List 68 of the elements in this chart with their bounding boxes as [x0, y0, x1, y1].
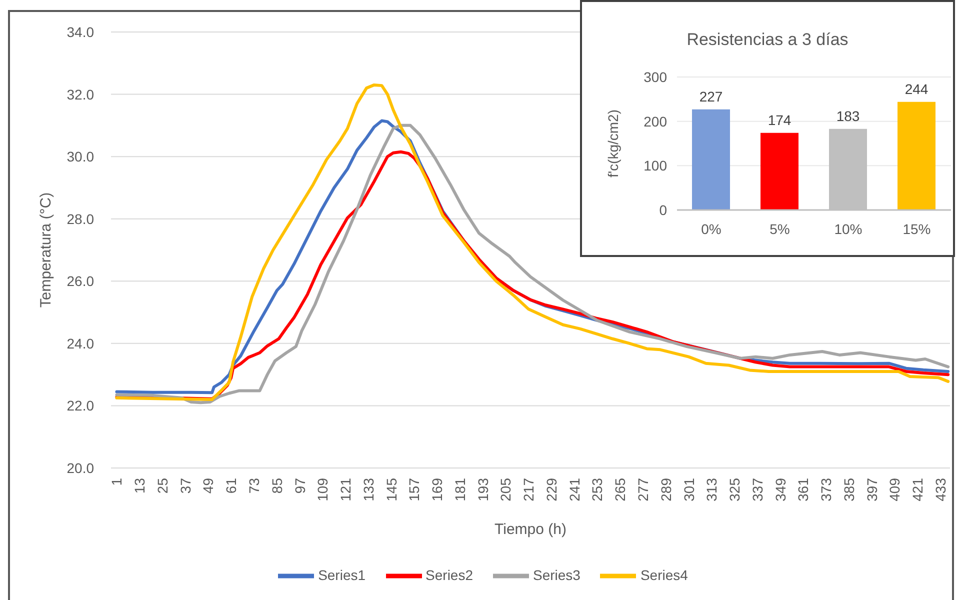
- y-tick-label: 32.0: [66, 86, 94, 102]
- legend-label: Series3: [533, 566, 580, 583]
- x-tick-label: 13: [132, 478, 148, 494]
- bar: [898, 102, 936, 210]
- x-tick-label: 169: [429, 478, 446, 502]
- y-tick-label: 34.0: [66, 24, 94, 40]
- x-tick-label: 15%: [902, 220, 931, 237]
- x-tick-label: 217: [520, 478, 537, 502]
- x-tick-label: 157: [406, 478, 422, 502]
- y-tick-label: 100: [644, 158, 668, 174]
- bar: [760, 132, 798, 210]
- legend-label: Series4: [640, 566, 688, 583]
- legend-label: Series2: [426, 566, 473, 583]
- x-tick-label: 193: [474, 478, 491, 502]
- x-tick-label: 37: [177, 478, 194, 494]
- data-label: 183: [836, 108, 860, 124]
- data-label: 227: [699, 88, 723, 104]
- x-tick-label: 85: [268, 478, 285, 494]
- x-tick-label: 421: [910, 478, 926, 502]
- y-tick-label: 0: [659, 202, 668, 218]
- x-tick-label: 73: [246, 478, 262, 494]
- x-tick-label: 433: [932, 478, 948, 502]
- y-axis-title: Temperatura (°C): [37, 192, 54, 308]
- y-axis-title: f'c(kg/cm2): [604, 109, 621, 178]
- y-tick-label: 24.0: [66, 335, 94, 352]
- x-tick-label: 133: [360, 478, 376, 502]
- x-tick-label: 181: [452, 478, 468, 502]
- x-tick-label: 277: [635, 478, 651, 502]
- x-tick-label: 10%: [834, 220, 862, 237]
- y-tick-label: 200: [644, 113, 668, 130]
- x-tick-label: 241: [566, 478, 582, 502]
- x-tick-label: 61: [223, 478, 240, 494]
- x-tick-label: 109: [314, 478, 331, 502]
- x-tick-label: 337: [749, 478, 766, 502]
- x-tick-label: 0%: [701, 220, 722, 237]
- x-tick-label: 265: [612, 478, 628, 502]
- x-tick-label: 313: [704, 478, 720, 502]
- y-tick-label: 300: [644, 68, 668, 85]
- x-tick-label: 289: [658, 478, 674, 502]
- x-tick-label: 145: [383, 478, 400, 502]
- x-tick-label: 97: [292, 478, 308, 494]
- x-tick-label: 373: [818, 478, 834, 502]
- x-tick-label: 409: [886, 478, 903, 502]
- x-tick-label: 1: [108, 478, 125, 486]
- x-axis-title: Tiempo (h): [494, 521, 566, 538]
- x-tick-label: 49: [200, 478, 216, 494]
- x-tick-label: 397: [864, 478, 880, 502]
- x-tick-label: 325: [726, 478, 743, 502]
- x-tick-label: 229: [543, 478, 560, 502]
- x-tick-label: 301: [680, 478, 697, 502]
- y-tick-label: 28.0: [66, 210, 94, 227]
- x-tick-label: 253: [589, 478, 606, 502]
- x-tick-label: 385: [840, 478, 857, 502]
- x-tick-label: 121: [338, 478, 354, 502]
- y-tick-label: 20.0: [66, 460, 94, 476]
- data-label: 174: [768, 112, 792, 128]
- chart-title: Resistencias a 3 días: [686, 30, 850, 50]
- x-tick-label: 5%: [770, 220, 790, 237]
- x-tick-label: 205: [498, 478, 514, 502]
- x-tick-label: 349: [772, 478, 788, 502]
- legend-label: Series1: [318, 566, 366, 583]
- x-tick-label: 25: [154, 478, 170, 494]
- y-tick-label: 30.0: [66, 148, 94, 165]
- bar: [692, 109, 730, 210]
- x-tick-label: 361: [795, 478, 812, 502]
- data-label: 244: [904, 80, 928, 97]
- y-tick-label: 22.0: [66, 398, 94, 414]
- y-tick-label: 26.0: [66, 273, 94, 290]
